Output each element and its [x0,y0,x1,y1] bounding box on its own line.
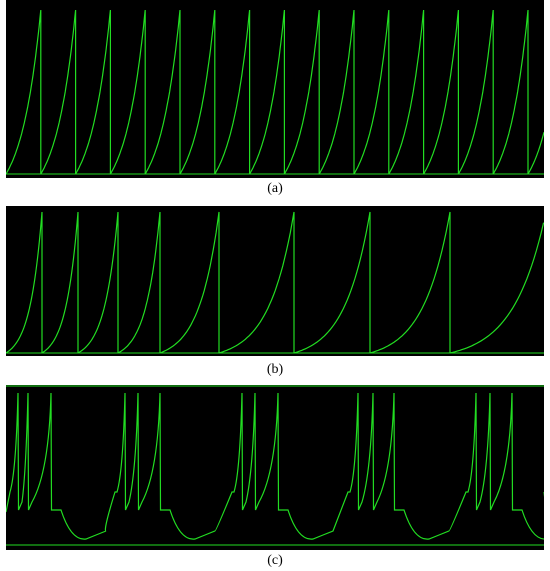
trace-plot-c [6,385,544,546]
trace-plot-a [6,9,544,175]
chart-panel-c [6,385,544,550]
chart-panel-b [6,206,544,356]
spike-a-10 [318,9,355,175]
spike-b-6 [218,211,295,354]
trace-plot-b [6,211,544,354]
spike-a-11 [353,9,390,175]
spike-a-5 [144,9,181,175]
spike-a-15 [492,9,529,175]
spike-a-3 [75,9,111,175]
spike-b-1 [6,211,43,354]
spike-b-5 [159,211,220,354]
caption-b: (b) [266,362,284,377]
spike-a-tail [527,132,544,175]
spike-a-7 [214,9,251,175]
caption-a: (a) [267,181,283,196]
spike-b-7 [293,211,371,354]
spike-a-2 [40,9,77,175]
burst-trace-c [6,392,544,540]
caption-c: (c) [267,553,283,568]
spike-b-2 [41,211,79,354]
spike-a-8 [249,9,285,175]
spike-a-6 [179,9,216,175]
spike-b-3 [77,211,119,354]
spike-b-4 [117,211,161,354]
spike-a-9 [283,9,320,175]
spike-a-12 [388,9,425,175]
spike-a-1 [6,9,42,175]
chart-panel-a [6,0,544,178]
spike-a-4 [109,9,146,175]
spike-a-14 [457,9,494,175]
spike-b-8 [369,211,451,354]
spike-b-9 [449,222,544,354]
spike-a-13 [423,9,459,175]
